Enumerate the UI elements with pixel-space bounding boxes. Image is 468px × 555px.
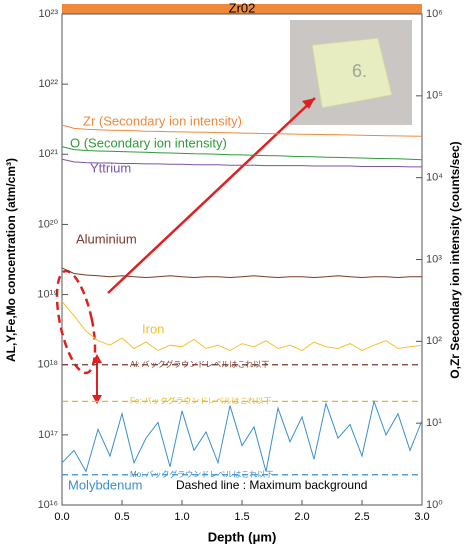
x-axis-label: Depth (μm) — [208, 529, 277, 544]
y2-tick-label: 10⁰ — [426, 499, 443, 511]
y-axis-label: AL,Y,Fe,Mo concentration (atm/cm³) — [4, 158, 18, 362]
series-line — [61, 124, 423, 137]
x-tick-label: 0.0 — [54, 511, 69, 523]
series-line — [61, 399, 423, 473]
x-tick-label: 1.5 — [234, 511, 249, 523]
y-tick-label: 10²² — [38, 78, 58, 90]
x-tick-label: 0.5 — [114, 511, 129, 523]
y-tick-label: 10²³ — [38, 8, 58, 20]
series-line — [61, 146, 423, 161]
background-label: Al: バックグラウンドレベルはこれ以下 — [130, 359, 269, 369]
series-label: Iron — [142, 321, 164, 336]
banner-label: Zr02 — [229, 0, 256, 15]
series-line — [61, 301, 423, 351]
series-line — [61, 267, 422, 279]
series-label: Aluminium — [76, 231, 137, 246]
series-label: O (Secondary ion intensity) — [70, 135, 227, 150]
y-tick-label: 10¹⁹ — [37, 288, 58, 300]
y2-tick-label: 10⁵ — [426, 90, 443, 102]
note: Dashed line : Maximum background — [176, 478, 367, 492]
background-label: Mo: バックグラウンドレベルはこれ以下 — [130, 469, 273, 479]
arrow — [107, 97, 316, 294]
y-tick-label: 10¹⁷ — [38, 429, 58, 441]
banner-bar — [62, 4, 422, 14]
y2-tick-label: 10⁴ — [426, 172, 443, 184]
y-tick-label: 10¹⁸ — [37, 359, 58, 371]
background-label: Fe: バックグラウンドレベルはこれ以下 — [130, 395, 271, 405]
x-tick-label: 3.0 — [414, 511, 429, 523]
photo: 6. — [290, 20, 412, 125]
y2-tick-label: 10¹ — [426, 417, 442, 429]
y2-tick-label: 10³ — [426, 253, 442, 265]
x-tick-label: 1.0 — [174, 511, 189, 523]
series-label: Zr (Secondary ion intensity) — [83, 113, 242, 128]
x-tick-label: 2.5 — [354, 511, 369, 523]
series-line — [61, 158, 422, 168]
y-tick-label: 10²¹ — [38, 148, 58, 160]
arrow-head — [302, 98, 315, 109]
x-tick-label: 2.0 — [294, 511, 309, 523]
series-label: Molybdenum — [68, 477, 142, 492]
highlight-ellipse — [55, 269, 97, 375]
y-tick-label: 10²⁰ — [38, 218, 59, 230]
svg-text:6.: 6. — [352, 61, 367, 81]
y2-tick-label: 10⁶ — [426, 8, 443, 20]
y2-axis-label: O,Zr Secondary ion intensity (counts/sec… — [448, 141, 462, 378]
series-label: Yttrium — [90, 160, 131, 175]
y2-tick-label: 10² — [426, 335, 442, 347]
y-tick-label: 10¹⁶ — [38, 499, 58, 511]
